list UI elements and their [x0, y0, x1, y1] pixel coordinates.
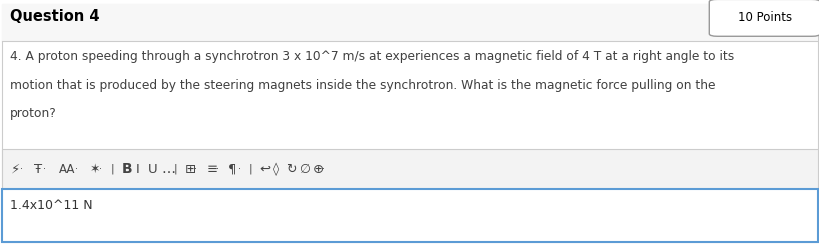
Text: ·: ·: [216, 164, 219, 174]
Text: ⊕: ⊕: [312, 163, 324, 176]
Text: ↻: ↻: [286, 163, 296, 176]
Text: B: B: [121, 162, 132, 176]
Text: |: |: [248, 164, 251, 174]
FancyBboxPatch shape: [2, 149, 817, 189]
Text: ∅: ∅: [299, 163, 310, 176]
Text: ✶: ✶: [90, 163, 101, 176]
FancyBboxPatch shape: [2, 189, 817, 242]
Text: 1.4x10^11 N: 1.4x10^11 N: [10, 199, 93, 212]
Text: ·: ·: [75, 164, 79, 174]
Text: …: …: [161, 162, 175, 176]
Text: ·: ·: [322, 164, 325, 174]
Text: ⚡: ⚡: [11, 163, 20, 176]
Text: ≡: ≡: [206, 163, 218, 176]
Text: ⊞: ⊞: [184, 163, 196, 176]
Text: proton?: proton?: [10, 107, 57, 120]
Text: |: |: [111, 164, 114, 174]
Text: 4. A proton speeding through a synchrotron 3 x 10^7 m/s at experiences a magneti: 4. A proton speeding through a synchrotr…: [10, 50, 733, 63]
Text: ·: ·: [238, 164, 241, 174]
FancyBboxPatch shape: [2, 4, 817, 41]
Text: 10 Points: 10 Points: [736, 11, 791, 24]
Text: I: I: [135, 163, 139, 176]
Text: ·: ·: [43, 164, 47, 174]
Text: ¶: ¶: [228, 163, 236, 176]
Text: ◊: ◊: [273, 162, 278, 176]
Text: Ŧ: Ŧ: [34, 163, 43, 176]
Text: ·: ·: [20, 164, 23, 174]
Text: ·: ·: [194, 164, 197, 174]
Text: Question 4: Question 4: [10, 9, 99, 24]
FancyBboxPatch shape: [2, 4, 817, 242]
Text: U: U: [147, 163, 157, 176]
Text: ↩: ↩: [259, 163, 270, 176]
Text: motion that is produced by the steering magnets inside the synchrotron. What is : motion that is produced by the steering …: [10, 79, 714, 92]
Text: AA: AA: [59, 163, 75, 176]
Text: |: |: [174, 164, 177, 174]
Text: ·: ·: [99, 164, 102, 174]
FancyBboxPatch shape: [708, 0, 819, 36]
